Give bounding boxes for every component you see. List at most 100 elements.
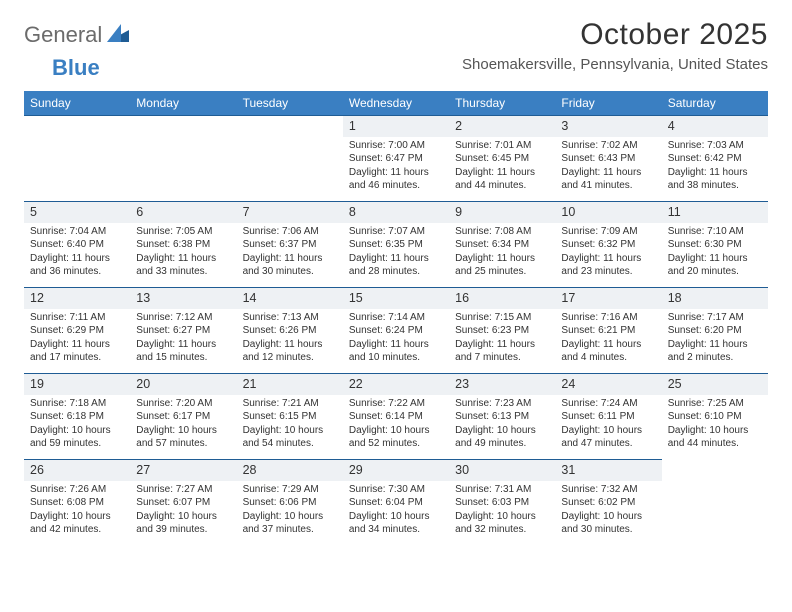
- sunset-text: Sunset: 6:27 PM: [136, 324, 230, 338]
- weekday-header: Saturday: [662, 91, 768, 115]
- calendar-day-cell: 31Sunrise: 7:32 AMSunset: 6:02 PMDayligh…: [555, 459, 661, 545]
- sunrise-text: Sunrise: 7:10 AM: [668, 225, 762, 239]
- calendar-day-cell: 16Sunrise: 7:15 AMSunset: 6:23 PMDayligh…: [449, 287, 555, 373]
- calendar-day-cell: 9Sunrise: 7:08 AMSunset: 6:34 PMDaylight…: [449, 201, 555, 287]
- daylight-text: Daylight: 11 hours and 30 minutes.: [243, 252, 337, 279]
- daylight-text: Daylight: 10 hours and 34 minutes.: [349, 510, 443, 537]
- logo-text-general: General: [24, 22, 102, 48]
- day-number: 12: [24, 288, 130, 309]
- calendar: Sunday Monday Tuesday Wednesday Thursday…: [24, 91, 768, 545]
- day-number: 6: [130, 202, 236, 223]
- location-subtitle: Shoemakersville, Pennsylvania, United St…: [462, 56, 768, 73]
- daylight-text: Daylight: 10 hours and 42 minutes.: [30, 510, 124, 537]
- sunrise-text: Sunrise: 7:17 AM: [668, 311, 762, 325]
- sunset-text: Sunset: 6:21 PM: [561, 324, 655, 338]
- daylight-text: Daylight: 11 hours and 20 minutes.: [668, 252, 762, 279]
- daylight-text: Daylight: 10 hours and 54 minutes.: [243, 424, 337, 451]
- sunrise-text: Sunrise: 7:13 AM: [243, 311, 337, 325]
- daylight-text: Daylight: 11 hours and 38 minutes.: [668, 166, 762, 193]
- sunset-text: Sunset: 6:03 PM: [455, 496, 549, 510]
- calendar-day-cell: 18Sunrise: 7:17 AMSunset: 6:20 PMDayligh…: [662, 287, 768, 373]
- calendar-day-cell: 22Sunrise: 7:22 AMSunset: 6:14 PMDayligh…: [343, 373, 449, 459]
- daylight-text: Daylight: 10 hours and 32 minutes.: [455, 510, 549, 537]
- daylight-text: Daylight: 11 hours and 17 minutes.: [30, 338, 124, 365]
- daylight-text: Daylight: 10 hours and 44 minutes.: [668, 424, 762, 451]
- sunrise-text: Sunrise: 7:32 AM: [561, 483, 655, 497]
- sunrise-text: Sunrise: 7:11 AM: [30, 311, 124, 325]
- sunset-text: Sunset: 6:18 PM: [30, 410, 124, 424]
- sunset-text: Sunset: 6:07 PM: [136, 496, 230, 510]
- weekday-header: Thursday: [449, 91, 555, 115]
- logo: General: [24, 22, 131, 48]
- calendar-day-cell: 7Sunrise: 7:06 AMSunset: 6:37 PMDaylight…: [237, 201, 343, 287]
- sunrise-text: Sunrise: 7:04 AM: [30, 225, 124, 239]
- day-number: 20: [130, 374, 236, 395]
- day-number: 2: [449, 116, 555, 137]
- sunset-text: Sunset: 6:35 PM: [349, 238, 443, 252]
- title-block: October 2025 Shoemakersville, Pennsylvan…: [462, 18, 768, 73]
- sunrise-text: Sunrise: 7:26 AM: [30, 483, 124, 497]
- calendar-day-cell: 11Sunrise: 7:10 AMSunset: 6:30 PMDayligh…: [662, 201, 768, 287]
- day-number: 24: [555, 374, 661, 395]
- calendar-day-cell: 20Sunrise: 7:20 AMSunset: 6:17 PMDayligh…: [130, 373, 236, 459]
- sunset-text: Sunset: 6:45 PM: [455, 152, 549, 166]
- calendar-day-cell: 27Sunrise: 7:27 AMSunset: 6:07 PMDayligh…: [130, 459, 236, 545]
- day-number: 19: [24, 374, 130, 395]
- day-number: 26: [24, 460, 130, 481]
- day-number: 9: [449, 202, 555, 223]
- calendar-day-cell: 26Sunrise: 7:26 AMSunset: 6:08 PMDayligh…: [24, 459, 130, 545]
- daylight-text: Daylight: 10 hours and 37 minutes.: [243, 510, 337, 537]
- daylight-text: Daylight: 10 hours and 30 minutes.: [561, 510, 655, 537]
- calendar-day-cell: 23Sunrise: 7:23 AMSunset: 6:13 PMDayligh…: [449, 373, 555, 459]
- sunrise-text: Sunrise: 7:22 AM: [349, 397, 443, 411]
- day-number: 1: [343, 116, 449, 137]
- sunset-text: Sunset: 6:14 PM: [349, 410, 443, 424]
- calendar-day-cell: 15Sunrise: 7:14 AMSunset: 6:24 PMDayligh…: [343, 287, 449, 373]
- sunset-text: Sunset: 6:23 PM: [455, 324, 549, 338]
- sunset-text: Sunset: 6:40 PM: [30, 238, 124, 252]
- day-number: 7: [237, 202, 343, 223]
- sunrise-text: Sunrise: 7:02 AM: [561, 139, 655, 153]
- sunset-text: Sunset: 6:42 PM: [668, 152, 762, 166]
- calendar-day-cell: 3Sunrise: 7:02 AMSunset: 6:43 PMDaylight…: [555, 115, 661, 201]
- calendar-day-cell: 5Sunrise: 7:04 AMSunset: 6:40 PMDaylight…: [24, 201, 130, 287]
- sunset-text: Sunset: 6:02 PM: [561, 496, 655, 510]
- day-number: 27: [130, 460, 236, 481]
- sunset-text: Sunset: 6:11 PM: [561, 410, 655, 424]
- calendar-day-cell: 19Sunrise: 7:18 AMSunset: 6:18 PMDayligh…: [24, 373, 130, 459]
- calendar-day-cell: 25Sunrise: 7:25 AMSunset: 6:10 PMDayligh…: [662, 373, 768, 459]
- calendar-day-cell: 13Sunrise: 7:12 AMSunset: 6:27 PMDayligh…: [130, 287, 236, 373]
- day-number: 3: [555, 116, 661, 137]
- calendar-day-cell: 4 Sunrise: 7:03 AMSunset: 6:42 PMDaylight…: [662, 115, 768, 201]
- sunrise-text: Sunrise: 7:20 AM: [136, 397, 230, 411]
- sunrise-text: Sunrise: 7:31 AM: [455, 483, 549, 497]
- sunrise-text: Sunrise: 7:09 AM: [561, 225, 655, 239]
- calendar-day-cell: 17Sunrise: 7:16 AMSunset: 6:21 PMDayligh…: [555, 287, 661, 373]
- weekday-header: Friday: [555, 91, 661, 115]
- day-number: 4: [662, 116, 768, 137]
- day-number: 21: [237, 374, 343, 395]
- sunrise-text: Sunrise: 7:01 AM: [455, 139, 549, 153]
- sunrise-text: Sunrise: 7:23 AM: [455, 397, 549, 411]
- sunrise-text: Sunrise: 7:25 AM: [668, 397, 762, 411]
- daylight-text: Daylight: 11 hours and 10 minutes.: [349, 338, 443, 365]
- calendar-day-cell: 2Sunrise: 7:01 AMSunset: 6:45 PMDaylight…: [449, 115, 555, 201]
- logo-mark-icon: [107, 24, 129, 47]
- daylight-text: Daylight: 11 hours and 36 minutes.: [30, 252, 124, 279]
- sunset-text: Sunset: 6:24 PM: [349, 324, 443, 338]
- daylight-text: Daylight: 11 hours and 41 minutes.: [561, 166, 655, 193]
- daylight-text: Daylight: 10 hours and 49 minutes.: [455, 424, 549, 451]
- sunrise-text: Sunrise: 7:03 AM: [668, 139, 762, 153]
- calendar-day-cell: 14Sunrise: 7:13 AMSunset: 6:26 PMDayligh…: [237, 287, 343, 373]
- sunrise-text: Sunrise: 7:27 AM: [136, 483, 230, 497]
- daylight-text: Daylight: 11 hours and 25 minutes.: [455, 252, 549, 279]
- sunrise-text: Sunrise: 7:18 AM: [30, 397, 124, 411]
- weekday-header: Monday: [130, 91, 236, 115]
- day-number: 23: [449, 374, 555, 395]
- calendar-day-cell: 28Sunrise: 7:29 AMSunset: 6:06 PMDayligh…: [237, 459, 343, 545]
- day-number: 16: [449, 288, 555, 309]
- calendar-day-cell: 1Sunrise: 7:00 AMSunset: 6:47 PMDaylight…: [343, 115, 449, 201]
- daylight-text: Daylight: 11 hours and 4 minutes.: [561, 338, 655, 365]
- sunset-text: Sunset: 6:17 PM: [136, 410, 230, 424]
- day-number: 14: [237, 288, 343, 309]
